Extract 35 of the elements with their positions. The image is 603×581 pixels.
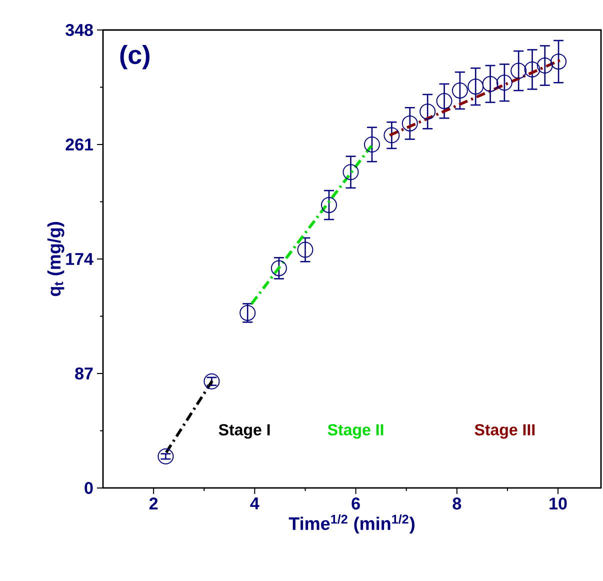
x-tick-label: 6: [352, 498, 360, 510]
y-tick-label: 261: [66, 138, 93, 151]
point: [270, 260, 287, 276]
x-tick-label: 10: [550, 498, 567, 510]
point: [550, 54, 567, 70]
y-tick-label: 348: [66, 24, 93, 36]
point: [510, 62, 527, 79]
series-label: Stage I: [218, 424, 270, 439]
y-tick-label: 87: [75, 367, 93, 380]
x-axis-title: Time$^{1/2}$ (min$^{1/2}$): [288, 514, 414, 534]
point: [524, 61, 540, 78]
point: [468, 78, 484, 95]
x-tick-label: 4: [250, 498, 260, 510]
annotation: (c): [120, 44, 150, 70]
point: [420, 104, 436, 120]
point: [204, 373, 220, 390]
point: [452, 82, 468, 99]
point: [158, 448, 174, 464]
point: [402, 115, 418, 132]
text: Stage III: [474, 424, 535, 439]
point: [436, 93, 452, 110]
x-tick-label: 2: [149, 498, 158, 510]
point: [342, 164, 359, 180]
point: [482, 76, 498, 92]
point: [536, 58, 553, 74]
point: [496, 74, 512, 91]
point: [321, 197, 337, 214]
y-axis-title: q$_{t}$ (mg/g): [47, 222, 64, 296]
point: [364, 136, 380, 152]
point: [384, 127, 400, 144]
x-tick-label: 8: [452, 498, 462, 510]
y-tick-label: 0: [84, 482, 93, 494]
y-tick-label: 174: [66, 253, 94, 265]
text: Stage II: [328, 424, 384, 439]
point: [297, 242, 314, 258]
